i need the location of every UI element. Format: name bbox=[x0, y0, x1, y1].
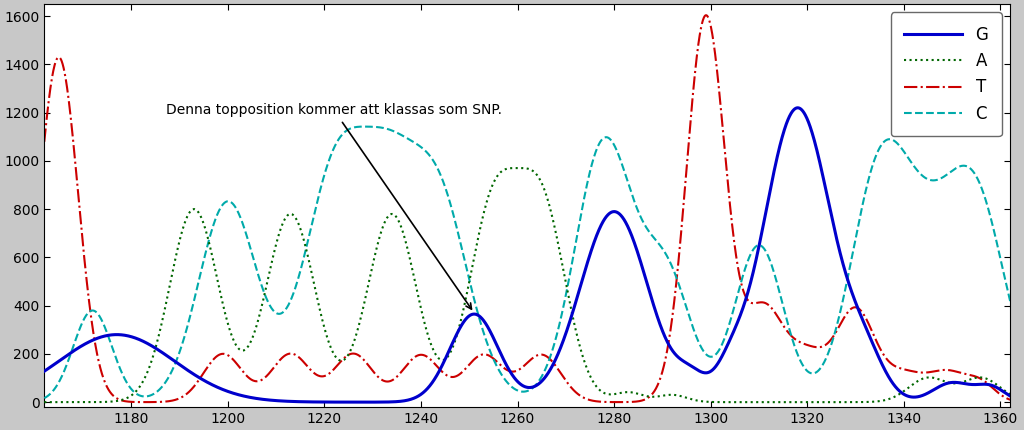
Text: Denna topposition kommer att klassas som SNP.: Denna topposition kommer att klassas som… bbox=[166, 103, 502, 309]
Legend: G, A, T, C: G, A, T, C bbox=[891, 12, 1001, 136]
